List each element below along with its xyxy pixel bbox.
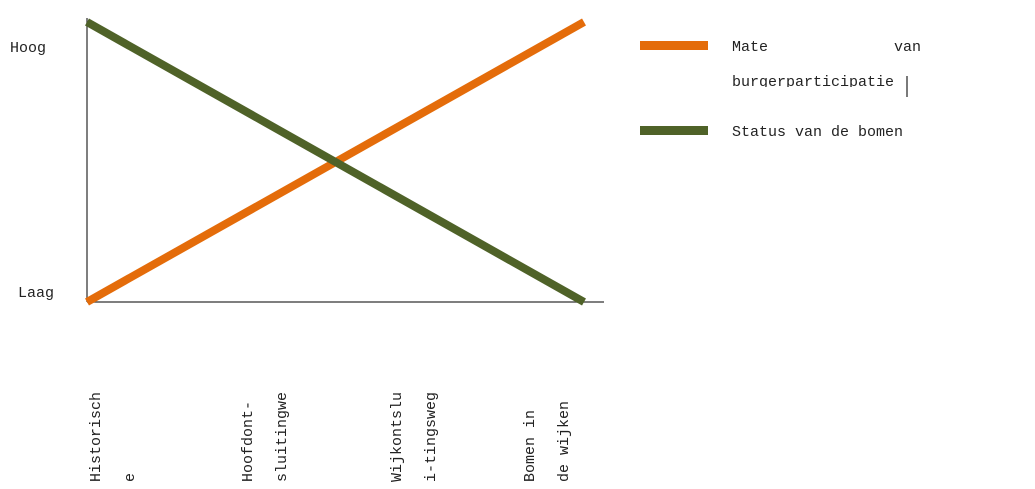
series-line-2: [85, 18, 586, 306]
y-tick-label-high: Hoog: [10, 40, 46, 57]
legend-label-series-1-cont: burgerparticipatie: [732, 74, 894, 91]
x-tick-label-3-line-2: i-tingsweg: [423, 392, 440, 482]
x-tick-label-1-line-1: Historisch: [88, 392, 105, 482]
legend: Mate van burgerparticipatie Status van d…: [640, 39, 970, 141]
x-tick-label-1-line-2: e: [122, 473, 139, 482]
legend-label-clip: [720, 87, 970, 101]
series-lines: [85, 18, 586, 306]
legend-swatch-series-2: [640, 126, 708, 135]
y-tick-label-low: Laag: [18, 285, 54, 302]
x-tick-labels: Historisch e Hoofdont-sluitingwe Wijkontslu…: [88, 392, 573, 482]
legend-swatch-series-1: [640, 41, 708, 50]
x-tick-label-3-line-1: Wijkontslu: [389, 392, 406, 482]
legend-label-series-2: Status van de bomen: [732, 124, 903, 141]
legend-label-series-1: Mate van: [732, 39, 921, 56]
x-tick-label-4-line-2: de wijken: [556, 401, 573, 482]
x-tick-label-4-line-1: Bomen in: [522, 410, 539, 482]
x-tick-label-2-line-1: Hoofdont-: [240, 401, 257, 482]
x-tick-label-2-line-2: sluitingwe: [274, 392, 291, 482]
